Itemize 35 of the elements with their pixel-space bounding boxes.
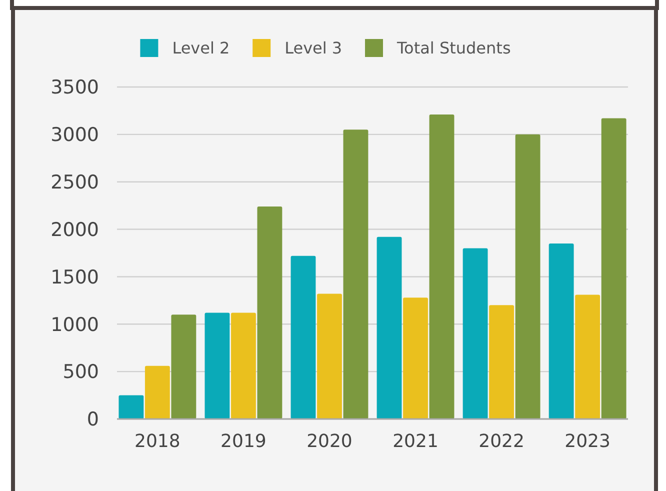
x-tick-label: 2019 bbox=[220, 431, 266, 452]
y-tick-label: 2500 bbox=[50, 172, 99, 194]
legend-label: Level 2 bbox=[172, 38, 230, 58]
y-tick-label: 0 bbox=[86, 408, 99, 431]
bar bbox=[429, 114, 454, 419]
bar bbox=[290, 256, 316, 419]
bar bbox=[343, 130, 368, 419]
y-tick-label: 3000 bbox=[50, 124, 99, 146]
x-tick-label: 2021 bbox=[392, 431, 438, 452]
y-tick-label: 1000 bbox=[50, 314, 99, 336]
y-tick-label: 500 bbox=[62, 361, 99, 384]
bar bbox=[171, 314, 196, 419]
bar bbox=[575, 294, 600, 419]
x-tick-label: 2018 bbox=[134, 431, 180, 452]
legend-label: Total Students bbox=[396, 38, 511, 58]
bar bbox=[403, 298, 428, 419]
bar bbox=[489, 305, 514, 419]
bar bbox=[548, 244, 574, 419]
bar bbox=[144, 366, 170, 419]
x-tick-label: 2022 bbox=[478, 431, 524, 452]
y-tick-label: 1500 bbox=[50, 266, 99, 288]
bar bbox=[230, 312, 256, 419]
legend-label: Level 3 bbox=[284, 38, 342, 58]
bar bbox=[317, 294, 342, 419]
bar bbox=[118, 395, 144, 419]
x-tick-label: 2023 bbox=[564, 431, 610, 452]
bar bbox=[515, 134, 540, 419]
bar bbox=[601, 118, 626, 419]
bar bbox=[462, 248, 488, 419]
bar bbox=[376, 236, 402, 419]
y-tick-label: 2000 bbox=[50, 218, 99, 241]
y-tick-label: 3500 bbox=[50, 76, 99, 99]
x-tick-label: 2020 bbox=[306, 431, 352, 452]
bar bbox=[257, 206, 282, 419]
bar bbox=[204, 312, 230, 419]
